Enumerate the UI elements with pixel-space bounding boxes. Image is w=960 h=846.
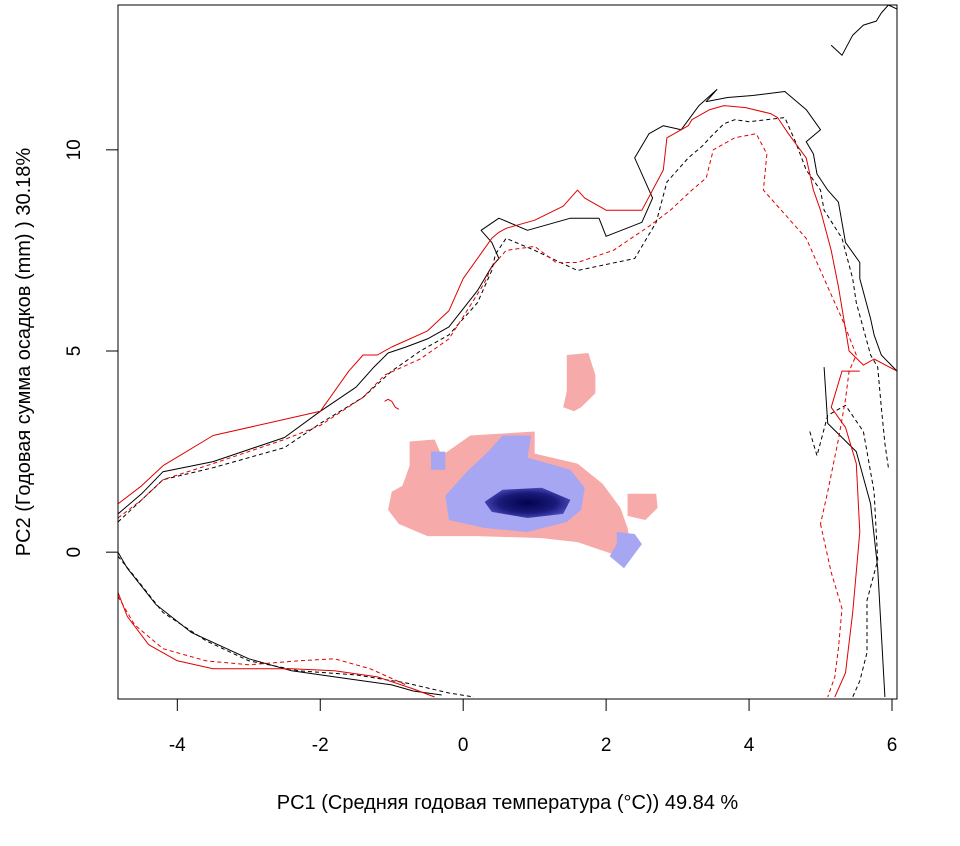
y-tick-label: 5: [64, 346, 85, 357]
red-dashed-contour: [118, 133, 857, 525]
red-solid-contour: [384, 398, 400, 410]
pink-density-region: [563, 353, 596, 412]
x-tick-label: -4: [169, 735, 186, 756]
red-solid-contour: [830, 370, 861, 698]
red-solid-contour: [118, 592, 435, 698]
black-solid-contour: [823, 367, 886, 698]
y-axis: 0 5 10: [64, 139, 119, 558]
black-dashed-contour: [809, 404, 879, 698]
pink-density-region: [627, 493, 658, 520]
red-dashed-contour: [118, 596, 407, 686]
y-axis-title: PC2 (Годовая сумма осадков (mm) ) 30.18%: [13, 148, 35, 557]
x-tick-label: -2: [312, 735, 329, 756]
density-regions: [388, 353, 658, 569]
x-tick-label: 6: [887, 735, 898, 756]
y-tick-label: 0: [64, 547, 85, 558]
black-solid-contour: [118, 551, 442, 696]
x-axis-title: PC1 (Средняя годовая температура (°C)) 4…: [277, 792, 739, 814]
black-dashed-contour: [118, 555, 474, 698]
x-tick-label: 2: [601, 735, 612, 756]
black-solid-contour: [830, 5, 897, 56]
contour-lines: [118, 5, 897, 698]
y-tick-label: 10: [64, 139, 85, 160]
blue-density-region: [431, 451, 446, 470]
x-tick-label: 0: [458, 735, 469, 756]
red-dashed-contour: [820, 523, 843, 698]
x-tick-label: 4: [744, 735, 755, 756]
blue-density-region: [609, 532, 642, 569]
x-axis: -4 -2 0 2 4 6: [169, 698, 898, 756]
dark-density-core: [484, 487, 571, 518]
black-solid-contour: [118, 89, 897, 515]
plot-frame: [117, 4, 898, 700]
red-solid-contour: [118, 105, 897, 505]
